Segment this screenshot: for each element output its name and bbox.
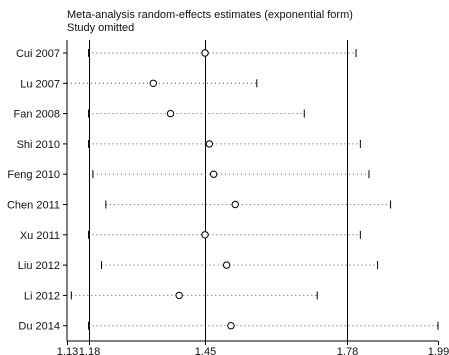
study-label-5: Chen 2011: [7, 200, 60, 212]
x-tick-label-0: 1.13: [57, 346, 78, 355]
estimate-point-7: [222, 261, 231, 269]
study-label-2: Fan 2008: [14, 109, 60, 121]
estimate-point-3: [205, 140, 214, 148]
chart-subtitle: Study omitted: [67, 22, 135, 34]
estimate-point-1: [149, 79, 157, 88]
x-tick-label-2: 1.45: [195, 346, 216, 355]
chart-title: Meta-analysis random-effects estimates (…: [67, 9, 353, 21]
x-tick-label-3: 1.78: [337, 346, 358, 355]
study-label-6: Xu 2011: [20, 230, 60, 242]
estimate-point-0: [201, 49, 209, 57]
study-label-8: Li 2012: [24, 290, 60, 302]
estimate-point-8: [175, 291, 183, 300]
x-tick-label-1: 1.18: [79, 346, 100, 355]
estimate-point-2: [166, 109, 175, 118]
study-label-1: Lu 2007: [20, 78, 60, 90]
study-label-3: Shi 2010: [17, 139, 60, 151]
study-label-0: Cui 2007: [16, 48, 60, 60]
estimate-point-5: [231, 200, 239, 209]
x-tick-label-4: 1.99: [428, 346, 449, 355]
estimate-point-6: [201, 231, 209, 239]
estimate-point-9: [227, 322, 235, 330]
study-label-4: Feng 2010: [7, 169, 60, 181]
estimate-point-4: [209, 170, 218, 178]
study-label-9: Du 2014: [18, 321, 60, 333]
study-label-7: Liu 2012: [18, 260, 60, 272]
